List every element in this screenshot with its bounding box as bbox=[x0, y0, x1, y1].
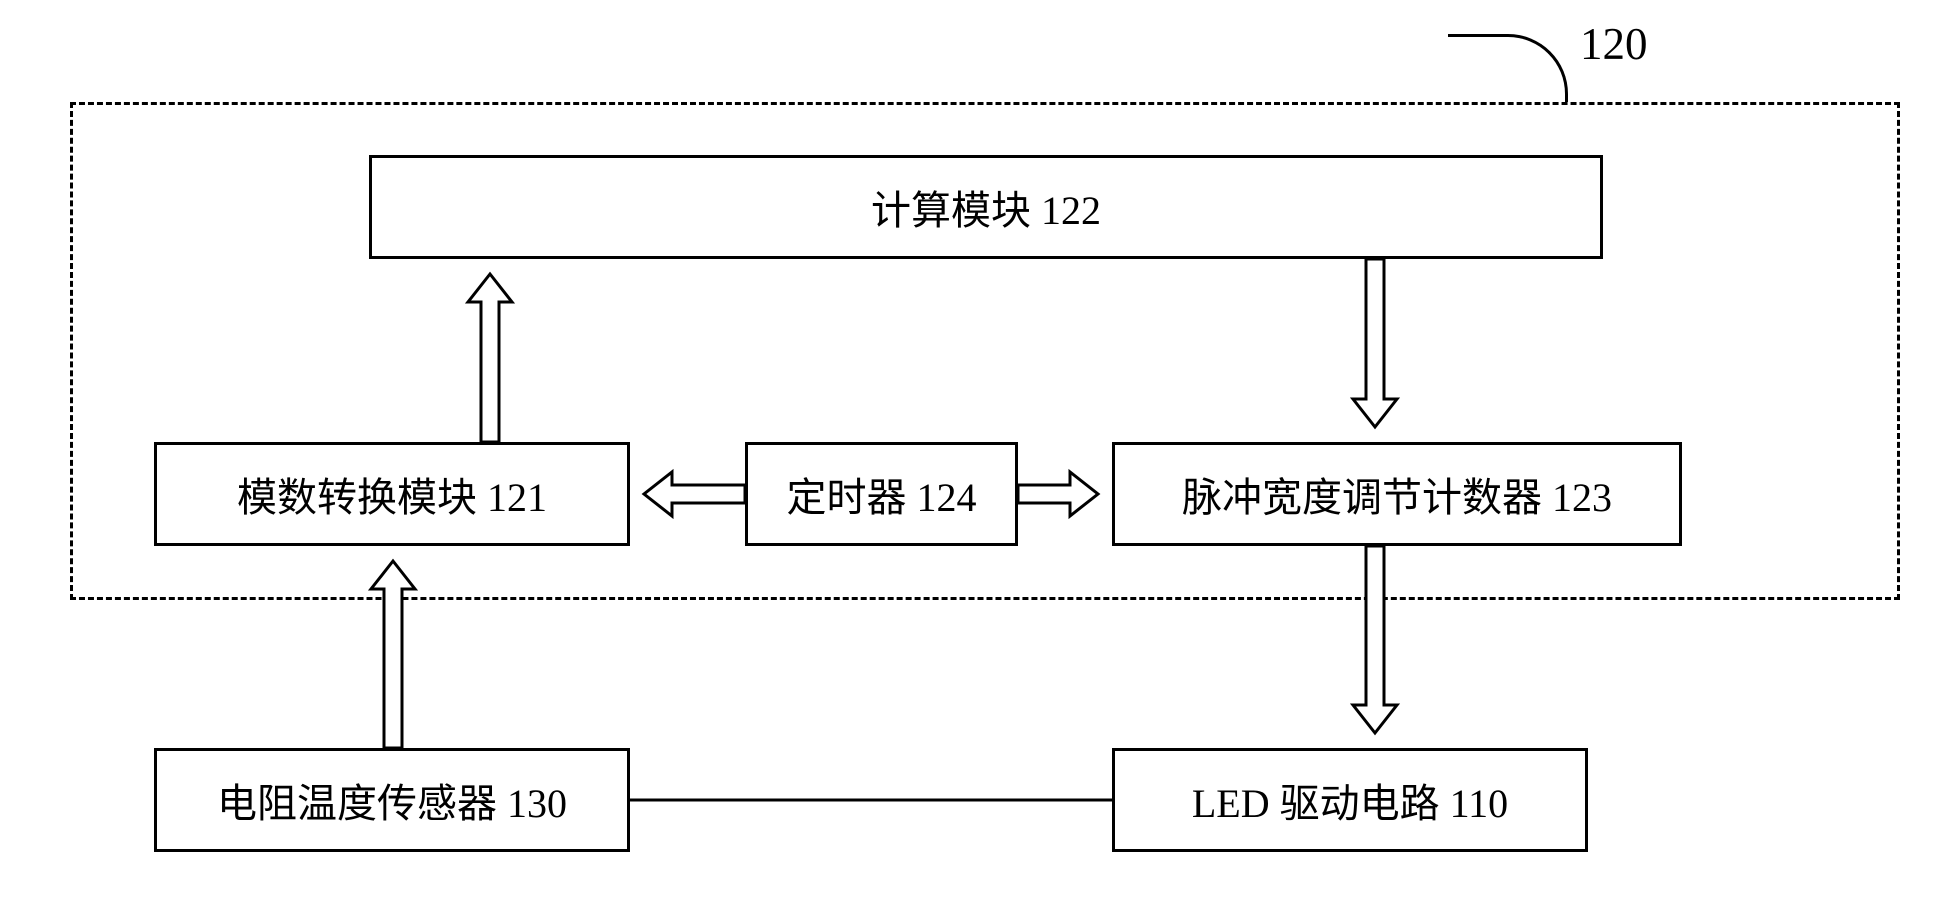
block-rtd: 电阻温度传感器 130 bbox=[154, 748, 630, 852]
block-label: 计算模块 122 bbox=[871, 178, 1101, 236]
block-pwm: 脉冲宽度调节计数器 123 bbox=[1112, 442, 1682, 546]
block-adc: 模数转换模块 121 bbox=[154, 442, 630, 546]
block-label: 模数转换模块 121 bbox=[237, 465, 547, 523]
brace-curve bbox=[1448, 34, 1568, 102]
block-label: 电阻温度传感器 130 bbox=[217, 771, 567, 829]
block-timer: 定时器 124 bbox=[745, 442, 1018, 546]
block-label: LED 驱动电路 110 bbox=[1192, 771, 1508, 829]
block-label: 脉冲宽度调节计数器 123 bbox=[1182, 465, 1612, 523]
block-calc: 计算模块 122 bbox=[369, 155, 1603, 259]
diagram-canvas: 120 计算模块 122 模数转换模块 121 定时器 124 脉冲宽度调节计数… bbox=[0, 0, 1938, 924]
block-label: 定时器 124 bbox=[787, 465, 977, 523]
block-led: LED 驱动电路 110 bbox=[1112, 748, 1588, 852]
label-120: 120 bbox=[1580, 18, 1648, 70]
